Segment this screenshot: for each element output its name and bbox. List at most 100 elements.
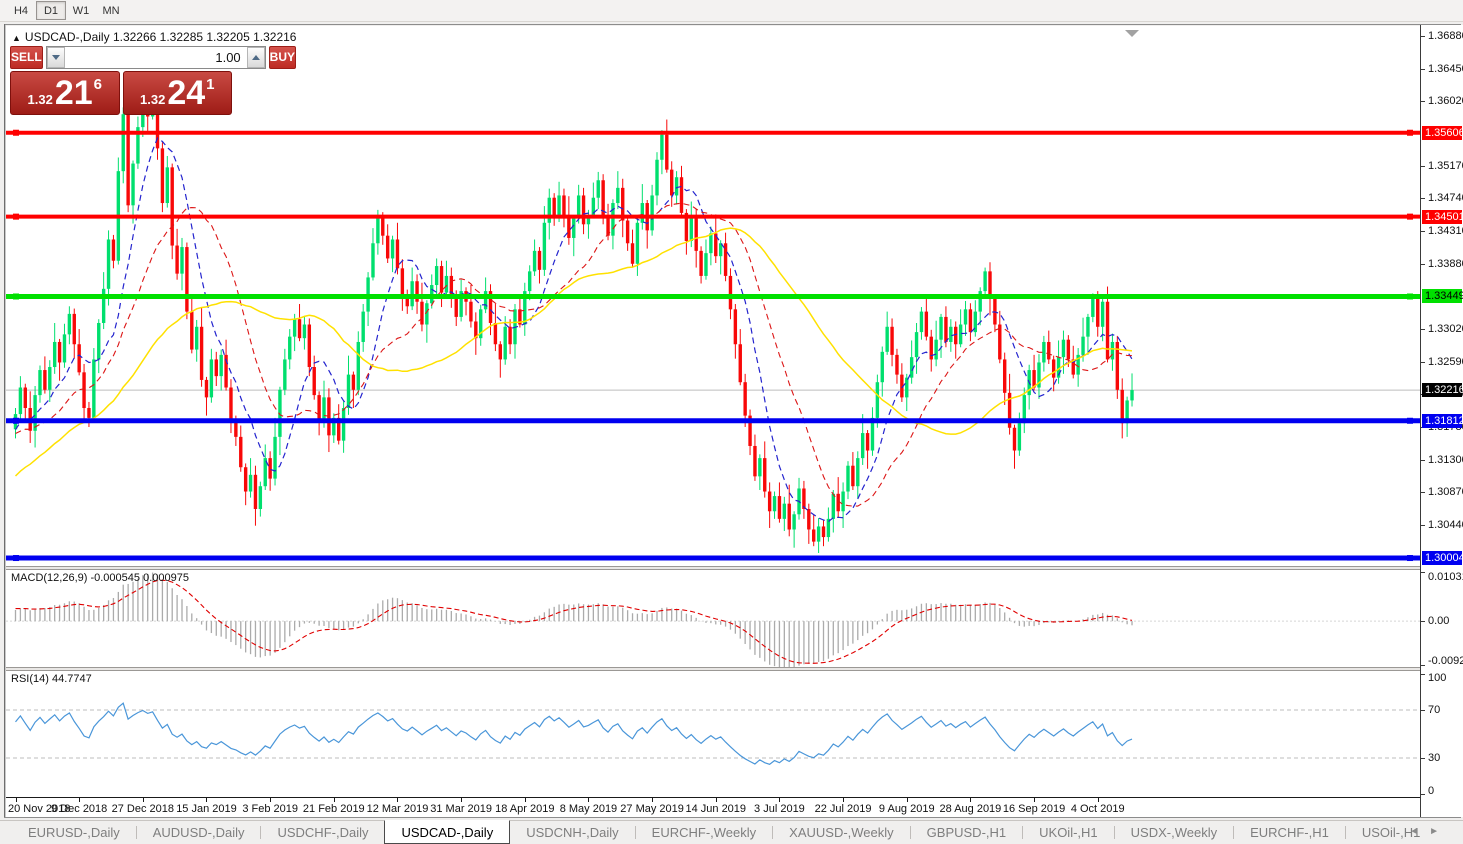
chart-shift-marker-icon[interactable] — [1125, 30, 1139, 37]
volume-decrease-button[interactable] — [46, 47, 65, 68]
triangle-up-icon — [251, 55, 260, 60]
date-tick-label: 4 Oct 2019 — [1070, 803, 1125, 815]
price-tick-label: 1.36020 — [1428, 95, 1463, 108]
axis-tick-mark — [1421, 231, 1425, 233]
panel-separator-rsi[interactable] — [6, 667, 1461, 671]
date-tick-mark — [715, 798, 717, 802]
level-line-1.34501[interactable] — [6, 213, 1420, 220]
axis-tick-mark — [1421, 198, 1425, 200]
tab-scroll-right-icon[interactable]: ► — [1429, 826, 1449, 837]
date-tick-label: 3 Jul 2019 — [754, 803, 805, 815]
symbol-tab-usoil-h1[interactable]: USOil-,H1 — [1361, 825, 1421, 840]
timeframe-button-mn[interactable]: MN — [102, 4, 120, 17]
level-line-1.35606[interactable] — [6, 129, 1420, 136]
sell-button[interactable]: SELL — [10, 46, 43, 69]
chart-ohlc-values: 1.32266 1.32285 1.32205 1.32216 — [112, 30, 297, 44]
price-axis[interactable]: 1.36880 1.36450 1.36020 1.35170 1.34740 1.343… — [1421, 25, 1463, 817]
volume-increase-button[interactable] — [246, 47, 265, 68]
date-tick-mark — [397, 798, 399, 802]
symbol-tab-usdx-weekly[interactable]: USDX-,Weekly — [1130, 825, 1218, 840]
level-line-1.31812[interactable] — [6, 417, 1420, 424]
main-chart-panel[interactable]: ▲ USDCAD-,Daily 1.32266 1.32285 1.32205 1… — [6, 26, 1420, 566]
tab-divider — [1344, 826, 1346, 839]
rsi-tick-label: 0 — [1428, 785, 1435, 797]
macd-chart-canvas[interactable] — [6, 570, 1420, 667]
tab-divider — [1233, 826, 1235, 839]
symbol-tab-usdcnh-daily[interactable]: USDCNH-,Daily — [526, 825, 619, 840]
rsi-indicator-panel[interactable]: RSI(14) 44.7747 — [6, 671, 1420, 797]
symbol-tab-bar: EURUSD-,Daily AUDUSD-,Daily USDCHF-,Daily U… — [0, 820, 1463, 844]
level-price-label-1.30004: 1.30004 — [1422, 551, 1463, 566]
sell-quote-button[interactable]: 1.32 21 6 — [10, 71, 120, 115]
date-tick-label: 27 May 2019 — [620, 803, 684, 815]
buy-price-prefix: 1.32 — [140, 92, 166, 107]
rsi-chart-canvas[interactable] — [6, 671, 1420, 797]
symbol-tab-eurusd-daily[interactable]: EURUSD-,Daily — [28, 825, 120, 840]
symbol-tab-ukoil-h1[interactable]: UKOil-,H1 — [1039, 825, 1098, 840]
panel-separator-macd[interactable] — [6, 566, 1461, 570]
axis-tick-mark — [1421, 621, 1425, 623]
price-tick-label: 1.34310 — [1428, 225, 1463, 238]
date-tick-mark — [779, 798, 781, 802]
date-tick-label: 3 Feb 2019 — [242, 803, 298, 815]
date-tick-label: 15 Jan 2019 — [176, 803, 237, 815]
date-tick-mark — [270, 798, 272, 802]
moving-average-ma-fast[interactable] — [15, 137, 1133, 523]
tab-scroll-arrows: ◄► — [1409, 826, 1449, 837]
price-tick-label: 1.33020 — [1428, 323, 1463, 336]
symbol-tab-eurchf-weekly[interactable]: EURCHF-,Weekly — [651, 825, 757, 840]
macd-tick-label: 0.00 — [1428, 615, 1450, 628]
moving-average-ma-slow[interactable] — [14, 227, 1133, 477]
axis-tick-mark — [1421, 710, 1425, 711]
candlestick-chart-canvas[interactable] — [6, 26, 1420, 566]
time-axis[interactable]: 20 Nov 2018 9 Dec 2018 27 Dec 2018 15 Jan 2… — [6, 797, 1420, 817]
price-tick-label: 1.31300 — [1428, 453, 1463, 466]
date-tick-label: 21 Feb 2019 — [302, 803, 365, 815]
tab-divider — [260, 826, 262, 839]
rsi-tick-label: 100 — [1428, 672, 1447, 684]
price-tick-label: 1.36880 — [1428, 30, 1463, 43]
tab-scroll-left-icon[interactable]: ◄ — [1409, 826, 1430, 837]
macd-indicator-panel[interactable]: MACD(12,26,9) -0.000545 0.000975 — [6, 570, 1420, 667]
date-tick-mark — [461, 798, 463, 802]
symbol-tab-usdcad-daily[interactable]: USDCAD-,Daily — [384, 820, 511, 844]
chart-window-border-top — [4, 24, 1461, 25]
volume-input[interactable] — [64, 47, 247, 68]
price-tick-label: 1.34740 — [1428, 192, 1463, 205]
axis-tick-mark — [1421, 263, 1425, 265]
date-tick-mark — [333, 798, 335, 802]
symbol-tab-usdchf-daily[interactable]: USDCHF-,Daily — [277, 825, 369, 840]
symbol-tab-audusd-daily[interactable]: AUDUSD-,Daily — [152, 825, 245, 840]
symbol-tab-eurchf-h1[interactable]: EURCHF-,H1 — [1250, 825, 1329, 840]
one-click-collapse-icon[interactable]: ▲ — [12, 33, 21, 43]
level-line-1.30004[interactable] — [6, 555, 1420, 562]
date-tick-label: 31 Mar 2019 — [430, 803, 493, 815]
tab-divider — [772, 826, 774, 839]
level-line-1.33449[interactable] — [6, 293, 1420, 300]
macd-signal-line — [15, 579, 1133, 664]
tab-divider — [135, 826, 137, 839]
date-tick-label: 9 Dec 2018 — [51, 803, 108, 815]
buy-quote-button[interactable]: 1.32 24 1 — [122, 71, 232, 115]
moving-average-ma-mid[interactable] — [15, 202, 1133, 507]
buy-button[interactable]: BUY — [268, 46, 297, 69]
timeframe-button-h4[interactable]: H4 — [13, 4, 29, 17]
date-tick-mark — [970, 798, 972, 802]
date-tick-label: 20 Nov 2018 — [8, 803, 71, 815]
price-tick-label: 1.33880 — [1428, 257, 1463, 270]
date-tick-mark — [652, 798, 654, 802]
price-tick-label: 1.30870 — [1428, 486, 1463, 499]
macd-tick-label: 0.010311 — [1428, 571, 1463, 583]
rsi-tick-label: 30 — [1428, 752, 1441, 764]
rsi-label: RSI(14) 44.7747 — [11, 673, 92, 685]
chart-symbol-period: USDCAD-,Daily — [24, 30, 110, 44]
timeframe-button-w1[interactable]: W1 — [72, 4, 90, 17]
axis-tick-mark — [1421, 665, 1425, 666]
timeframe-button-d1[interactable]: D1 — [36, 1, 66, 20]
chart-window-border-left — [4, 24, 5, 818]
symbol-tab-gbpusd-h1[interactable]: GBPUSD-,H1 — [926, 825, 1007, 840]
date-tick-label: 18 Apr 2019 — [495, 803, 555, 815]
symbol-tab-xauusd-weekly[interactable]: XAUUSD-,Weekly — [789, 825, 894, 840]
date-tick-mark — [15, 798, 17, 802]
